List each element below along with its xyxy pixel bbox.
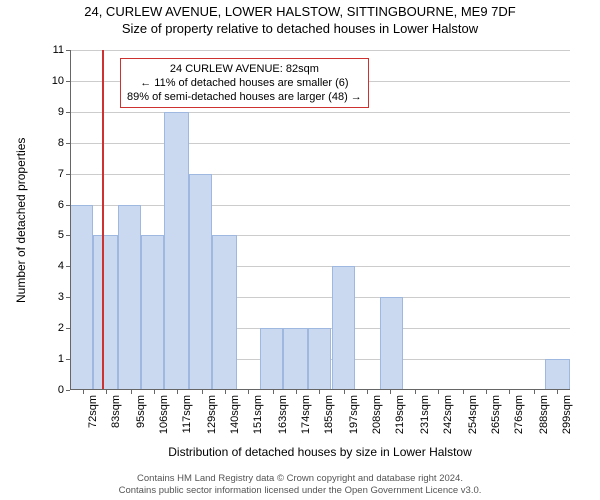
bar [164,112,189,390]
bar [283,328,308,390]
y-tick-label: 11 [53,44,64,56]
y-tick-label: 0 [58,384,64,396]
x-tick-mark [248,390,249,394]
bar [189,174,212,390]
x-tick-mark [344,390,345,394]
x-tick-mark [463,390,464,394]
bar [212,235,237,390]
bar [70,205,93,390]
bar [93,235,118,390]
x-tick-mark [534,390,535,394]
x-tick-mark [438,390,439,394]
y-tick-mark [66,235,70,236]
x-tick-label: 72sqm [87,395,99,428]
y-tick-label: 6 [58,199,64,211]
x-tick-label: 174sqm [300,395,312,434]
annotation-box: 24 CURLEW AVENUE: 82sqm ← 11% of detache… [120,58,369,108]
x-tick-mark [415,390,416,394]
x-tick-mark [486,390,487,394]
y-axis-label: Number of detached properties [14,137,28,302]
y-tick-label: 5 [58,229,64,241]
x-tick-mark [202,390,203,394]
x-tick-label: 242sqm [442,395,454,434]
footer-line-1: Contains HM Land Registry data © Crown c… [0,473,600,485]
x-tick-label: 208sqm [371,395,383,434]
x-tick-mark [83,390,84,394]
x-tick-label: 106sqm [158,395,170,434]
x-tick-label: 95sqm [135,395,147,428]
x-tick-mark [225,390,226,394]
x-tick-label: 151sqm [252,395,264,434]
title-block: 24, CURLEW AVENUE, LOWER HALSTOW, SITTIN… [0,4,600,36]
x-tick-mark [273,390,274,394]
x-tick-mark [557,390,558,394]
bar [118,205,141,390]
x-tick-label: 140sqm [229,395,241,434]
y-tick-mark [66,143,70,144]
x-tick-label: 276sqm [513,395,525,434]
figure: 24, CURLEW AVENUE, LOWER HALSTOW, SITTIN… [0,0,600,500]
x-tick-label: 185sqm [323,395,335,434]
x-tick-label: 129sqm [206,395,218,434]
x-tick-mark [154,390,155,394]
annotation-line-3: 89% of semi-detached houses are larger (… [127,90,362,104]
y-tick-mark [66,266,70,267]
plot-area: 01234567891011 72sqm83sqm95sqm106sqm117s… [70,50,570,390]
bar [332,266,355,390]
bar [260,328,283,390]
x-tick-label: 163sqm [277,395,289,434]
y-tick-label: 1 [58,353,64,365]
footer: Contains HM Land Registry data © Crown c… [0,473,600,497]
x-tick-mark [106,390,107,394]
x-tick-label: 254sqm [467,395,479,434]
x-tick-mark [319,390,320,394]
bar [380,297,403,390]
y-tick-mark [66,174,70,175]
x-axis-label: Distribution of detached houses by size … [70,445,570,459]
y-tick-label: 9 [58,106,64,118]
annotation-line-1: 24 CURLEW AVENUE: 82sqm [127,62,362,76]
y-tick-label: 10 [52,75,64,87]
y-tick-mark [66,81,70,82]
y-tick-label: 8 [58,137,64,149]
y-axis [70,50,71,390]
y-tick-label: 4 [58,260,64,272]
bar [308,328,331,390]
x-tick-mark [296,390,297,394]
x-tick-label: 197sqm [348,395,360,434]
x-tick-label: 231sqm [419,395,431,434]
x-tick-mark [509,390,510,394]
x-tick-label: 288sqm [538,395,550,434]
y-tick-label: 7 [58,168,64,180]
y-tick-mark [66,390,70,391]
bar [141,235,164,390]
y-tick-mark [66,112,70,113]
y-tick-label: 2 [58,322,64,334]
x-tick-mark [367,390,368,394]
title-line1: 24, CURLEW AVENUE, LOWER HALSTOW, SITTIN… [0,4,600,19]
x-tick-mark [390,390,391,394]
x-tick-mark [177,390,178,394]
highlight-line [102,50,104,390]
x-axis [70,389,570,390]
y-tick-mark [66,297,70,298]
y-tick-mark [66,328,70,329]
footer-line-2: Contains public sector information licen… [0,485,600,497]
y-tick-mark [66,50,70,51]
x-tick-label: 265sqm [490,395,502,434]
x-tick-label: 299sqm [561,395,573,434]
annotation-line-2: ← 11% of detached houses are smaller (6) [127,76,362,90]
x-tick-label: 117sqm [181,395,193,433]
title-line2: Size of property relative to detached ho… [0,21,600,36]
y-tick-mark [66,359,70,360]
y-tick-label: 3 [58,291,64,303]
y-tick-mark [66,205,70,206]
x-tick-mark [131,390,132,394]
x-tick-label: 219sqm [394,395,406,434]
x-tick-label: 83sqm [110,395,122,428]
bar [545,359,570,390]
